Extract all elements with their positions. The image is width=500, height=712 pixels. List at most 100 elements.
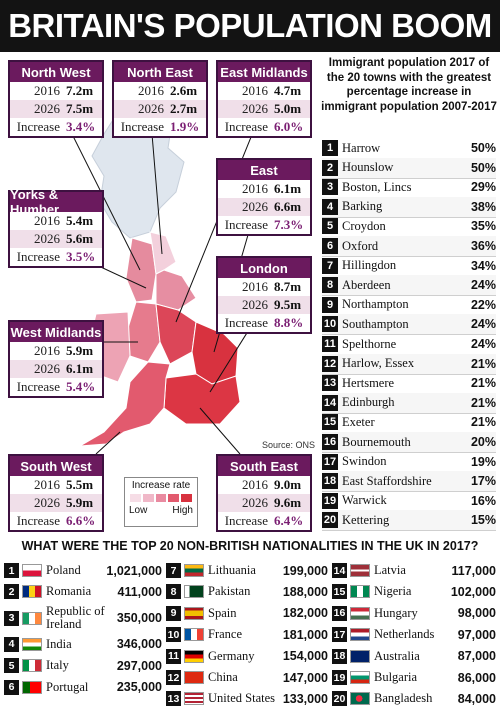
nationality-name: Lithuania: [208, 563, 256, 577]
legend-swatch: [129, 493, 142, 503]
nationality-name: Netherlands: [374, 627, 435, 642]
town-row: 6 Oxford 36%: [322, 236, 496, 257]
nationality-value: 102,000: [450, 584, 496, 599]
legend-swatches: [129, 493, 193, 503]
town-rank: 12: [322, 355, 338, 372]
town-name: Hertsmere: [342, 375, 395, 390]
town-row: 20 Kettering 15%: [322, 510, 496, 532]
town-row: 10 Southampton 24%: [322, 314, 496, 336]
nationality-name: France: [208, 627, 243, 642]
australia-flag-icon: [350, 649, 370, 663]
region-yorks-humber: Yorks & Humber 2016 5.4m 2026 5.6m Increas…: [8, 187, 104, 268]
town-name: Southampton: [342, 316, 409, 331]
ireland-flag-icon: [22, 611, 42, 625]
year-2016-label: 2016: [242, 181, 268, 196]
increase-value: 3.4%: [66, 119, 96, 134]
town-name: Oxford: [342, 238, 379, 253]
town-rank: 14: [322, 394, 338, 411]
portugal-flag-icon: [22, 680, 42, 694]
town-rank: 16: [322, 434, 338, 450]
value-2026: 6.1m: [66, 361, 94, 376]
increase-label: Increase: [16, 249, 60, 264]
nationality-row: 19 Bulgaria 86,000: [332, 667, 496, 688]
nationality-row: 2 Romania 411,000: [4, 581, 162, 602]
nationality-row: 3 Republic of Ireland 350,000: [4, 603, 162, 634]
year-2026-label: 2026: [34, 231, 60, 246]
nationality-name: Latvia: [374, 563, 406, 577]
increase-label: Increase: [120, 119, 164, 134]
germany-flag-icon: [184, 649, 204, 663]
region-west-midlands: West Midlands 2016 5.9m 2026 6.1m Increase…: [8, 320, 104, 398]
town-rank: 8: [322, 277, 338, 294]
nationality-rank: 20: [332, 691, 347, 707]
town-rank: 6: [322, 238, 338, 254]
nationality-rank: 10: [166, 627, 181, 643]
region-name: East Midlands: [218, 62, 310, 82]
nationality-row: 6 Portugal 235,000: [4, 677, 162, 698]
nationality-row: 13 United States 133,000: [166, 688, 328, 709]
nationality-name: Poland: [46, 563, 81, 577]
town-percentage: 38%: [470, 199, 496, 214]
increase-value: 7.3%: [274, 217, 304, 232]
towns-title: Immigrant population 2017 of the 20 town…: [321, 57, 497, 113]
nationality-value: 235,000: [116, 680, 162, 695]
town-percentage: 15%: [470, 513, 496, 528]
nationality-value: 133,000: [282, 691, 328, 706]
nationality-row: 10 France 181,000: [166, 624, 328, 645]
legend-swatch: [141, 493, 155, 503]
nationality-value: 98,000: [457, 606, 496, 621]
town-row: 11 Spelthorne 24%: [322, 334, 496, 355]
year-2026-label: 2026: [34, 361, 60, 376]
increase-label: Increase: [224, 513, 268, 528]
nationality-value: 297,000: [116, 658, 162, 673]
region-east: East 2016 6.1m 2026 6.6m Increase 7.3%: [216, 158, 312, 236]
nationality-name: Pakistan: [208, 584, 251, 599]
town-row: 19 Warwick 16%: [322, 491, 496, 512]
year-2026-label: 2026: [138, 101, 164, 116]
value-2016: 8.7m: [274, 279, 302, 294]
year-2026-label: 2026: [34, 495, 60, 510]
bangladesh-flag-icon: [350, 692, 370, 706]
nationality-name: China: [208, 670, 238, 684]
year-2016-label: 2016: [242, 83, 268, 98]
poland-flag-icon: [22, 564, 42, 577]
usa-flag-icon: [184, 692, 204, 706]
china-flag-icon: [184, 671, 204, 684]
year-2016-label: 2016: [34, 477, 60, 492]
town-percentage: 21%: [470, 356, 496, 371]
increase-label: Increase: [16, 513, 60, 528]
hungary-flag-icon: [350, 606, 370, 620]
town-percentage: 21%: [470, 415, 496, 430]
nationality-value: 181,000: [282, 627, 328, 642]
year-2026-label: 2026: [242, 297, 268, 312]
legend-swatch: [180, 493, 193, 503]
nationality-rank: 6: [4, 679, 19, 695]
town-rank: 1: [322, 140, 338, 156]
nationality-rank: 15: [332, 584, 347, 600]
nationality-value: 346,000: [116, 637, 162, 652]
nationality-rank: 19: [332, 670, 347, 685]
town-name: Swindon: [342, 454, 387, 469]
nationality-rank: 1: [4, 563, 19, 578]
legend-swatch: [154, 493, 168, 503]
nationality-row: 5 Italy 297,000: [4, 655, 162, 676]
nationality-name: Romania: [46, 584, 92, 599]
nationality-rank: 4: [4, 636, 19, 652]
year-2026-label: 2026: [34, 101, 60, 116]
nationality-row: 8 Pakistan 188,000: [166, 581, 328, 602]
town-row: 8 Aberdeen 24%: [322, 275, 496, 297]
nationality-value: 87,000: [457, 649, 496, 664]
value-2026: 2.7m: [170, 101, 198, 116]
town-name: Harlow, Essex: [342, 356, 415, 371]
nationality-row: 20 Bangladesh 84,000: [332, 688, 496, 709]
town-percentage: 21%: [470, 376, 496, 391]
increase-value: 6.6%: [66, 513, 96, 528]
town-name: Warwick: [342, 493, 387, 508]
region-london: London 2016 8.7m 2026 9.5m Increase 8.8%: [216, 256, 312, 334]
town-percentage: 35%: [470, 219, 496, 234]
region-name: South East: [218, 456, 310, 476]
year-2026-label: 2026: [242, 199, 268, 214]
nationality-name: Bulgaria: [374, 670, 418, 684]
nationality-value: 97,000: [457, 627, 496, 642]
latvia-flag-icon: [350, 564, 370, 577]
